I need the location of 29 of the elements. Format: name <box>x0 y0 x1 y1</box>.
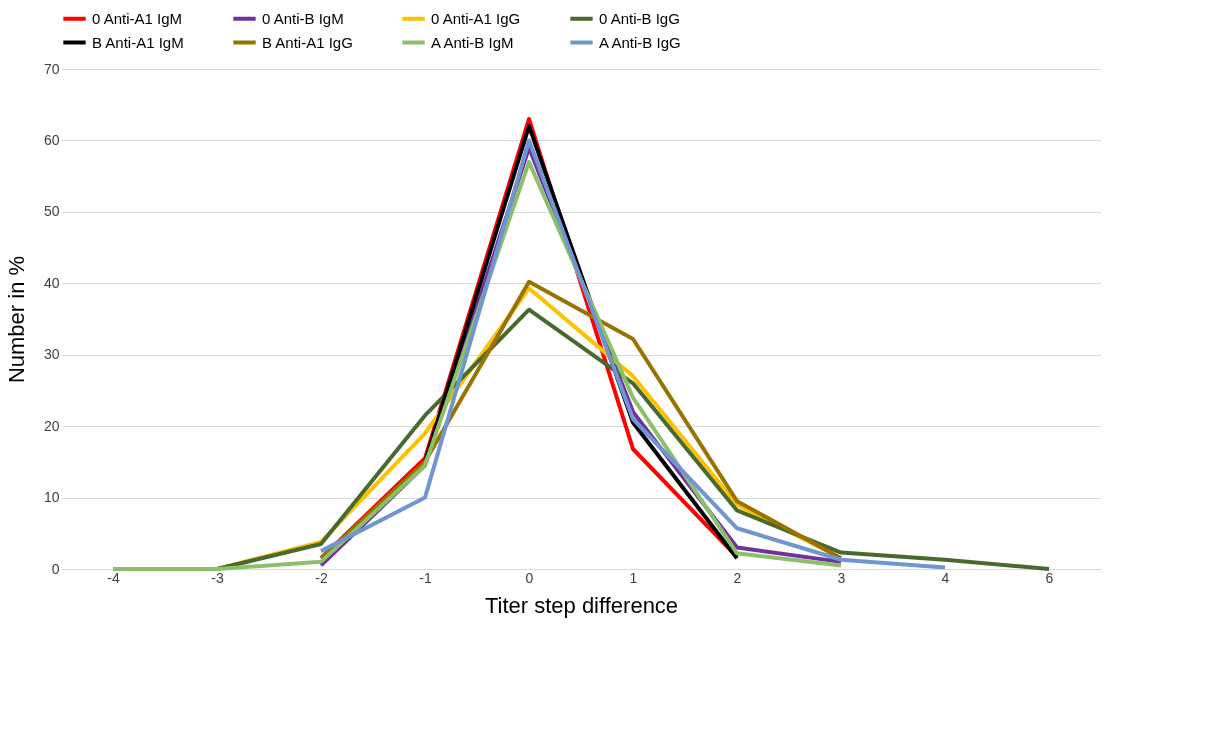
x-tick-label: 1 <box>629 569 638 586</box>
y-tick-label: 70 <box>43 60 60 77</box>
line-series <box>319 279 843 561</box>
x-tick-label: -1 <box>419 569 432 586</box>
x-tick-label: -4 <box>107 569 120 586</box>
x-tick-label: 2 <box>733 569 742 586</box>
y-tick-label: 30 <box>43 346 60 363</box>
legend-label: A Anti-B IgG <box>599 33 681 51</box>
x-tick-label: 6 <box>1045 569 1054 586</box>
legend-label: 0 Anti-B IgG <box>599 9 680 27</box>
y-tick-label: 50 <box>43 203 60 220</box>
y-tick-label: 10 <box>43 489 60 506</box>
legend-label: B Anti-A1 IgG <box>262 33 353 51</box>
x-tick-label: -2 <box>315 569 328 586</box>
x-axis-title: Titer step difference <box>484 592 679 618</box>
x-tick-label: 3 <box>837 569 846 586</box>
legend-label: A Anti-B IgM <box>431 33 514 51</box>
y-tick-label: 60 <box>43 131 60 148</box>
legend-label: 0 Anti-A1 IgG <box>431 9 521 27</box>
x-tick-label: 4 <box>941 569 950 586</box>
y-axis-title: Number in % <box>3 255 29 384</box>
y-tick-label: 40 <box>43 274 60 291</box>
x-tick-label: 0 <box>525 569 534 586</box>
x-tick-label: -3 <box>211 569 224 586</box>
legend-label: B Anti-A1 IgM <box>92 33 184 51</box>
line-series <box>319 138 947 570</box>
legend-label: 0 Anti-A1 IgM <box>92 9 183 27</box>
y-tick-label: 20 <box>43 417 60 434</box>
legend-label: 0 Anti-B IgM <box>262 9 344 27</box>
